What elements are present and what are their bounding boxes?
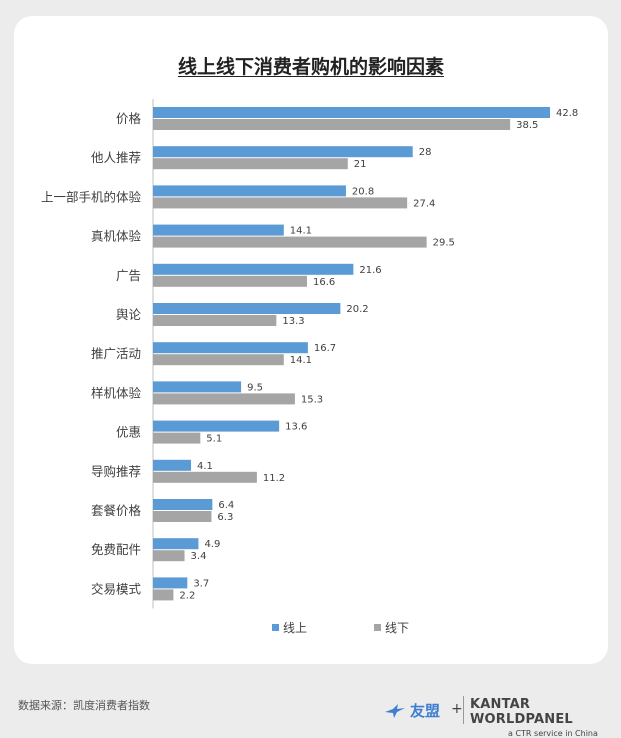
bar-online xyxy=(153,185,346,196)
bar-offline xyxy=(153,433,200,444)
bar-online xyxy=(153,342,308,353)
bar-offline xyxy=(153,511,211,522)
legend-swatch-online xyxy=(272,624,279,631)
umeng-logo: 友盟 xyxy=(384,700,440,721)
category-label: 上一部手机的体验 xyxy=(41,189,142,204)
data-label: 5.1 xyxy=(206,434,222,445)
data-label: 14.1 xyxy=(290,355,312,366)
category-label: 套餐价格 xyxy=(91,503,142,518)
bar-offline xyxy=(153,550,185,561)
bar-online xyxy=(153,577,187,588)
bar-online xyxy=(153,381,241,392)
data-label: 13.6 xyxy=(285,422,307,433)
data-label: 16.6 xyxy=(313,277,335,288)
data-label: 29.5 xyxy=(433,238,455,249)
category-label: 免费配件 xyxy=(91,542,141,557)
category-label: 推广活动 xyxy=(91,346,141,361)
data-label: 2.2 xyxy=(179,590,195,601)
data-label: 13.3 xyxy=(282,316,304,327)
data-label: 3.7 xyxy=(193,578,209,589)
data-source-note: 数据来源：凯度消费者指数 xyxy=(18,697,150,713)
data-label: 6.3 xyxy=(217,512,233,523)
legend: 线上 线下 xyxy=(272,621,409,635)
data-label: 20.8 xyxy=(352,186,374,197)
logo-divider xyxy=(463,696,464,724)
data-label: 9.5 xyxy=(247,382,263,393)
bars: 42.8 38.5 28 21 20.8 27.4 14.1 29.5 21.6 16.6 20.2… xyxy=(153,107,578,601)
bar-offline xyxy=(153,393,295,404)
legend-label: 线上 xyxy=(283,621,307,635)
data-label: 42.8 xyxy=(556,108,578,119)
category-label: 样机体验 xyxy=(91,385,142,400)
bar-offline xyxy=(153,354,284,365)
bar-offline xyxy=(153,472,257,483)
bar-offline xyxy=(153,197,407,208)
data-label: 21.6 xyxy=(359,265,381,276)
kantar-logo: KANTAR WORLDPANEL a CTR service in China xyxy=(470,697,621,738)
category-label: 他人推荐 xyxy=(91,150,141,165)
data-label: 20.2 xyxy=(346,304,368,315)
category-label: 真机体验 xyxy=(91,229,142,244)
ctr-text: a CTR service in China xyxy=(508,729,621,738)
data-label: 28 xyxy=(419,147,432,158)
legend-label: 线下 xyxy=(385,621,409,635)
bar-online xyxy=(153,303,340,314)
bar-online xyxy=(153,107,550,118)
bar-offline xyxy=(153,589,173,600)
bar-online xyxy=(153,146,413,157)
bar-offline xyxy=(153,158,348,169)
umeng-text: 友盟 xyxy=(410,700,440,721)
bar-offline xyxy=(153,119,510,130)
plus-sign: + xyxy=(451,701,463,717)
data-label: 4.1 xyxy=(197,461,213,472)
category-label: 交易模式 xyxy=(91,581,142,596)
category-label: 广告 xyxy=(116,268,141,283)
bar-offline xyxy=(153,237,427,248)
data-label: 27.4 xyxy=(413,198,435,209)
category-label: 优惠 xyxy=(116,425,141,440)
bar-online xyxy=(153,460,191,471)
bar-offline xyxy=(153,315,276,326)
category-label: 导购推荐 xyxy=(91,464,141,479)
bird-icon xyxy=(384,703,406,719)
bar-online xyxy=(153,421,279,432)
data-label: 15.3 xyxy=(301,394,323,405)
bar-online xyxy=(153,538,198,549)
data-label: 21 xyxy=(354,159,367,170)
category-labels: 价格他人推荐上一部手机的体验真机体验广告舆论推广活动样机体验优惠导购推荐套餐价格… xyxy=(41,111,142,596)
bar-online xyxy=(153,499,212,510)
data-label: 16.7 xyxy=(314,343,336,354)
data-label: 3.4 xyxy=(191,551,207,562)
bar-online xyxy=(153,264,353,275)
data-label: 6.4 xyxy=(218,500,234,511)
data-label: 11.2 xyxy=(263,473,285,484)
legend-swatch-offline xyxy=(374,624,381,631)
data-label: 14.1 xyxy=(290,226,312,237)
category-label: 舆论 xyxy=(116,307,142,322)
bar-online xyxy=(153,225,284,236)
data-label: 38.5 xyxy=(516,120,538,131)
kantar-text: KANTAR WORLDPANEL xyxy=(470,697,621,727)
category-label: 价格 xyxy=(116,111,142,126)
bar-offline xyxy=(153,276,307,287)
data-label: 4.9 xyxy=(204,539,220,550)
